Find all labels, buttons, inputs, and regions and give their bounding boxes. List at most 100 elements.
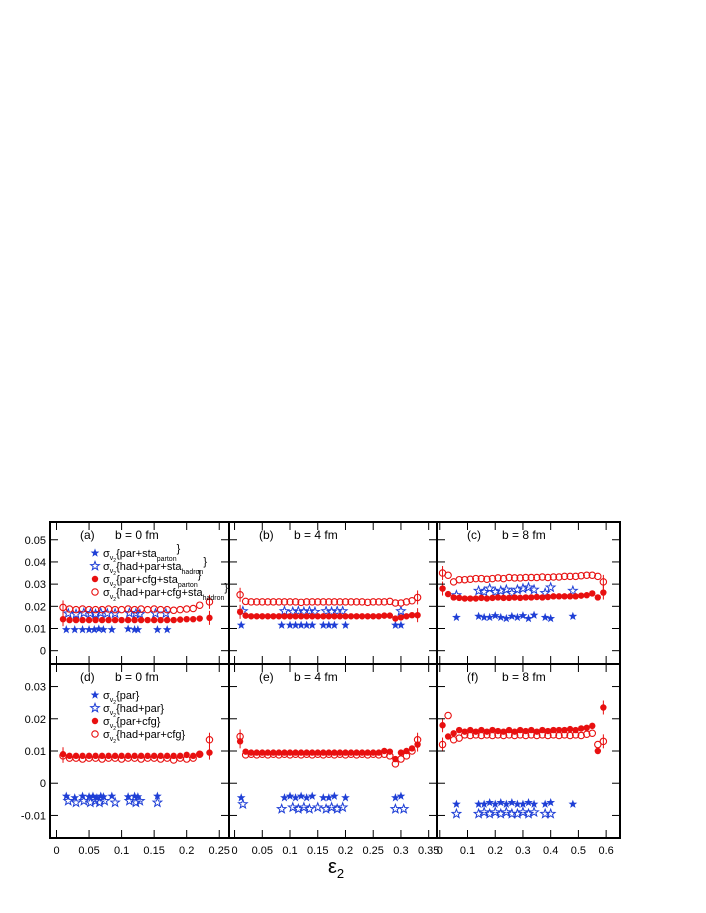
- circle-open-point: [466, 731, 475, 740]
- circle-open-point: [527, 573, 536, 582]
- circle-filled-point: [264, 749, 272, 756]
- circle-open-point: [330, 751, 339, 759]
- star-filled-point: [291, 793, 300, 802]
- circle-filled-point: [105, 616, 112, 624]
- outer-frame: [49, 521, 621, 839]
- legend-text: {par+sta: [116, 548, 158, 560]
- star-filled-point: [513, 612, 522, 622]
- star-open-point: [325, 801, 338, 813]
- circle-filled-point: [450, 594, 457, 601]
- circle-filled-point: [247, 613, 255, 620]
- star-filled-point: [479, 612, 489, 622]
- star-open-point: [539, 586, 551, 598]
- star-filled-point: [568, 611, 578, 621]
- circle-filled-point: [566, 593, 574, 600]
- legend-entry: σv2{par+staparton}: [103, 543, 181, 564]
- legend-symbol: σ: [103, 716, 110, 728]
- panel-title: b = 8 fm: [502, 670, 546, 684]
- circle-filled-point: [196, 751, 203, 758]
- x-tick-label: 0.3: [515, 845, 530, 857]
- legend-marker: [89, 701, 101, 713]
- y-tick-label: 0.04: [25, 557, 46, 569]
- star-open-point: [528, 583, 540, 595]
- star-open-point: [298, 801, 310, 813]
- circle-open-point: [594, 740, 602, 749]
- circle-filled-point: [92, 752, 99, 760]
- circle-open-point: [413, 735, 422, 744]
- star-filled-point: [296, 620, 306, 629]
- star-filled-point: [496, 612, 506, 622]
- circle-filled-point: [66, 616, 73, 624]
- legend-text: {had+par+cfg}: [116, 729, 185, 741]
- legend-text: {par}: [116, 690, 140, 702]
- legend-symbol: σ: [103, 690, 110, 702]
- star-open-point: [70, 608, 82, 619]
- x-tick-label: 0.3: [393, 845, 408, 857]
- circle-filled-point: [375, 613, 382, 620]
- circle-open-point: [189, 604, 197, 613]
- legend-symbol: σ: [103, 548, 110, 560]
- circle-filled-point: [347, 613, 355, 620]
- circle-filled-point: [163, 616, 171, 624]
- legend-marker: [91, 588, 99, 596]
- circle-open-point: [594, 572, 602, 581]
- circle-filled-point: [511, 594, 518, 601]
- circle-open-point: [291, 598, 300, 606]
- circle-filled-point: [583, 592, 590, 599]
- circle-filled-point: [342, 749, 349, 756]
- star-filled-point: [307, 620, 317, 629]
- panel-c: (c) b = 8 fm: [437, 522, 620, 664]
- star-open-point: [78, 794, 90, 806]
- star-filled-point: [318, 793, 328, 802]
- circle-filled-point: [242, 612, 249, 619]
- circle-filled-point: [500, 594, 507, 602]
- y-tick-label: 0.02: [25, 714, 46, 726]
- star-open-point: [298, 605, 310, 617]
- x-axis-label-subscript: 2: [337, 866, 344, 881]
- star-open-point: [89, 608, 102, 619]
- panel-points: [236, 587, 422, 629]
- circle-filled-point: [478, 726, 485, 734]
- circle-open-point: [363, 598, 372, 607]
- circle-filled-point: [253, 749, 260, 756]
- circle-open-point: [533, 573, 541, 582]
- star-filled-point: [280, 793, 289, 802]
- circle-filled-point: [170, 616, 177, 624]
- y-tick-label: 0: [40, 646, 46, 658]
- star-filled-point: [324, 620, 334, 629]
- legend-sub: v: [110, 736, 114, 743]
- circle-filled-point: [286, 613, 294, 620]
- star-filled-point: [513, 799, 522, 808]
- star-open-point: [123, 794, 136, 806]
- circle-filled-point: [381, 612, 388, 619]
- star-filled-point: [496, 797, 506, 807]
- circle-open-point: [252, 598, 261, 606]
- star-open-point: [336, 605, 349, 617]
- star-open-point: [275, 802, 288, 814]
- circle-filled-point: [494, 727, 502, 735]
- circle-filled-point: [594, 594, 602, 601]
- circle-filled-point: [342, 613, 349, 620]
- circle-filled-point: [489, 726, 496, 734]
- panel-title: b = 8 fm: [502, 528, 546, 542]
- panel-title: b = 4 fm: [294, 528, 338, 542]
- circle-filled-point: [72, 616, 80, 624]
- star-filled-point: [94, 624, 104, 633]
- star-open-point: [98, 794, 111, 806]
- circle-open-point: [380, 598, 389, 606]
- circle-open-point: [544, 731, 552, 740]
- circle-filled-point: [403, 613, 410, 620]
- star-filled-point: [153, 625, 162, 634]
- circle-filled-point: [309, 749, 316, 756]
- circle-filled-point: [206, 614, 213, 622]
- circle-open-point: [408, 597, 416, 605]
- star-open-point: [109, 796, 121, 808]
- circle-filled-point: [190, 615, 197, 623]
- circle-open-point: [505, 731, 513, 739]
- legend-text: {par+cfg}: [116, 716, 161, 728]
- star-filled-point: [84, 625, 94, 634]
- circle-filled-point: [297, 613, 305, 620]
- circle-filled-point: [375, 749, 382, 756]
- circle-filled-point: [150, 752, 158, 760]
- circle-filled-point: [150, 616, 158, 624]
